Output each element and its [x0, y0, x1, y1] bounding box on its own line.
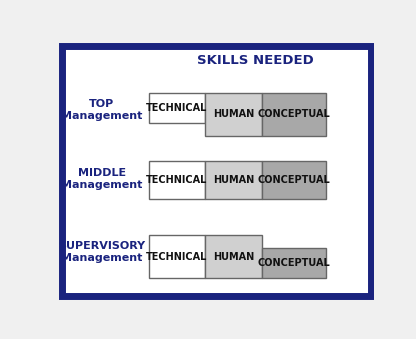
Text: HUMAN: HUMAN [213, 109, 254, 119]
Bar [149, 235, 205, 278]
Bar [205, 235, 262, 278]
Bar [262, 161, 326, 199]
Text: CONCEPTUAL: CONCEPTUAL [258, 258, 330, 268]
Text: MIDDLE
Management: MIDDLE Management [61, 168, 143, 190]
Text: SKILLS NEEDED: SKILLS NEEDED [197, 54, 314, 67]
Text: SUPERVISORY
Management: SUPERVISORY Management [58, 241, 146, 263]
Text: TOP
Management: TOP Management [61, 99, 143, 121]
Text: TECHNICAL: TECHNICAL [146, 103, 208, 113]
Bar [149, 161, 205, 199]
Text: HUMAN: HUMAN [213, 252, 254, 262]
Bar [205, 93, 262, 136]
Text: CONCEPTUAL: CONCEPTUAL [258, 109, 330, 119]
Bar [205, 161, 262, 199]
Bar [262, 248, 326, 278]
Text: TECHNICAL: TECHNICAL [146, 252, 208, 262]
Bar [149, 93, 205, 123]
Text: CONCEPTUAL: CONCEPTUAL [258, 175, 330, 185]
Bar [262, 93, 326, 136]
Text: TECHNICAL: TECHNICAL [146, 175, 208, 185]
Text: HUMAN: HUMAN [213, 175, 254, 185]
